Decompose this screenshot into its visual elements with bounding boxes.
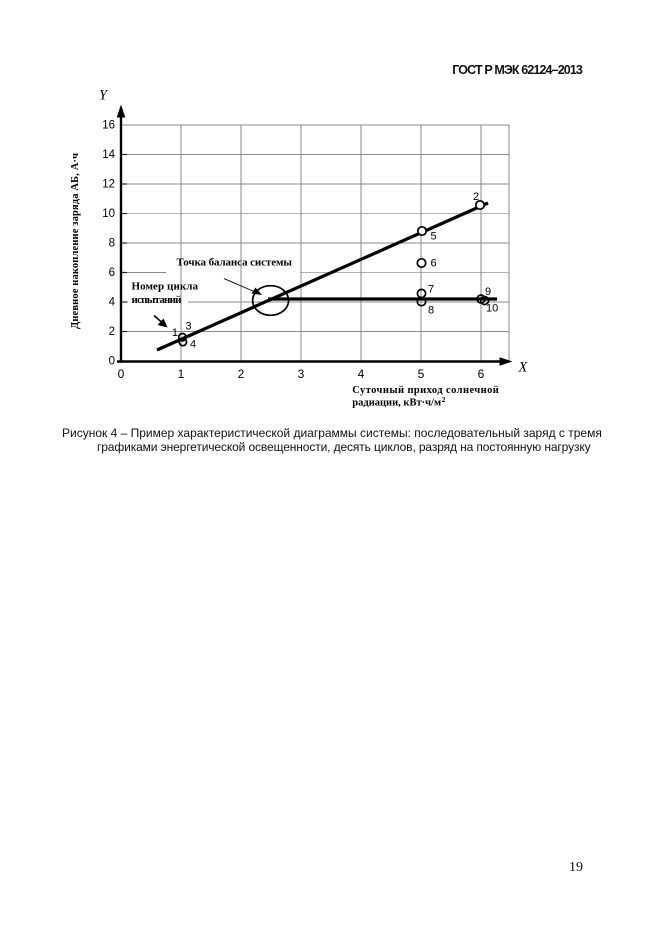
svg-text:2: 2 xyxy=(473,191,479,203)
svg-text:6: 6 xyxy=(109,267,115,279)
svg-text:радиации, кВт·ч/м2: радиации, кВт·ч/м2 xyxy=(352,395,445,409)
svg-text:Номер цикла: Номер цикла xyxy=(132,281,199,293)
svg-text:3: 3 xyxy=(298,367,305,381)
svg-text:7: 7 xyxy=(428,284,434,296)
svg-text:6: 6 xyxy=(478,367,485,381)
svg-text:испытаний: испытаний xyxy=(132,294,183,306)
svg-text:4: 4 xyxy=(109,297,116,309)
svg-text:5: 5 xyxy=(431,231,437,243)
svg-text:16: 16 xyxy=(102,120,115,132)
svg-text:14: 14 xyxy=(102,149,115,161)
svg-text:Y: Y xyxy=(99,88,109,104)
svg-text:5: 5 xyxy=(418,367,425,381)
svg-text:8: 8 xyxy=(428,305,434,317)
svg-text:Дневное накопление заряда АБ,: Дневное накопление заряда АБ, А·ч xyxy=(70,153,81,329)
svg-text:1: 1 xyxy=(172,327,178,339)
svg-text:1: 1 xyxy=(178,367,185,381)
svg-text:2: 2 xyxy=(238,367,245,381)
svg-text:X: X xyxy=(518,360,529,376)
svg-text:8: 8 xyxy=(109,238,115,250)
svg-text:3: 3 xyxy=(186,321,192,333)
svg-text:Суточный приход солнечной: Суточный приход солнечной xyxy=(352,385,499,396)
svg-text:10: 10 xyxy=(486,303,498,315)
svg-text:12: 12 xyxy=(102,179,115,191)
svg-text:0: 0 xyxy=(118,367,125,381)
svg-text:9: 9 xyxy=(485,286,491,298)
svg-text:10: 10 xyxy=(102,208,115,220)
svg-text:0: 0 xyxy=(109,356,115,368)
svg-text:4: 4 xyxy=(358,367,365,381)
svg-text:6: 6 xyxy=(431,258,437,270)
svg-text:2: 2 xyxy=(109,326,115,338)
svg-text:Точка баланса системы: Точка баланса системы xyxy=(177,257,293,269)
svg-text:4: 4 xyxy=(190,339,196,351)
